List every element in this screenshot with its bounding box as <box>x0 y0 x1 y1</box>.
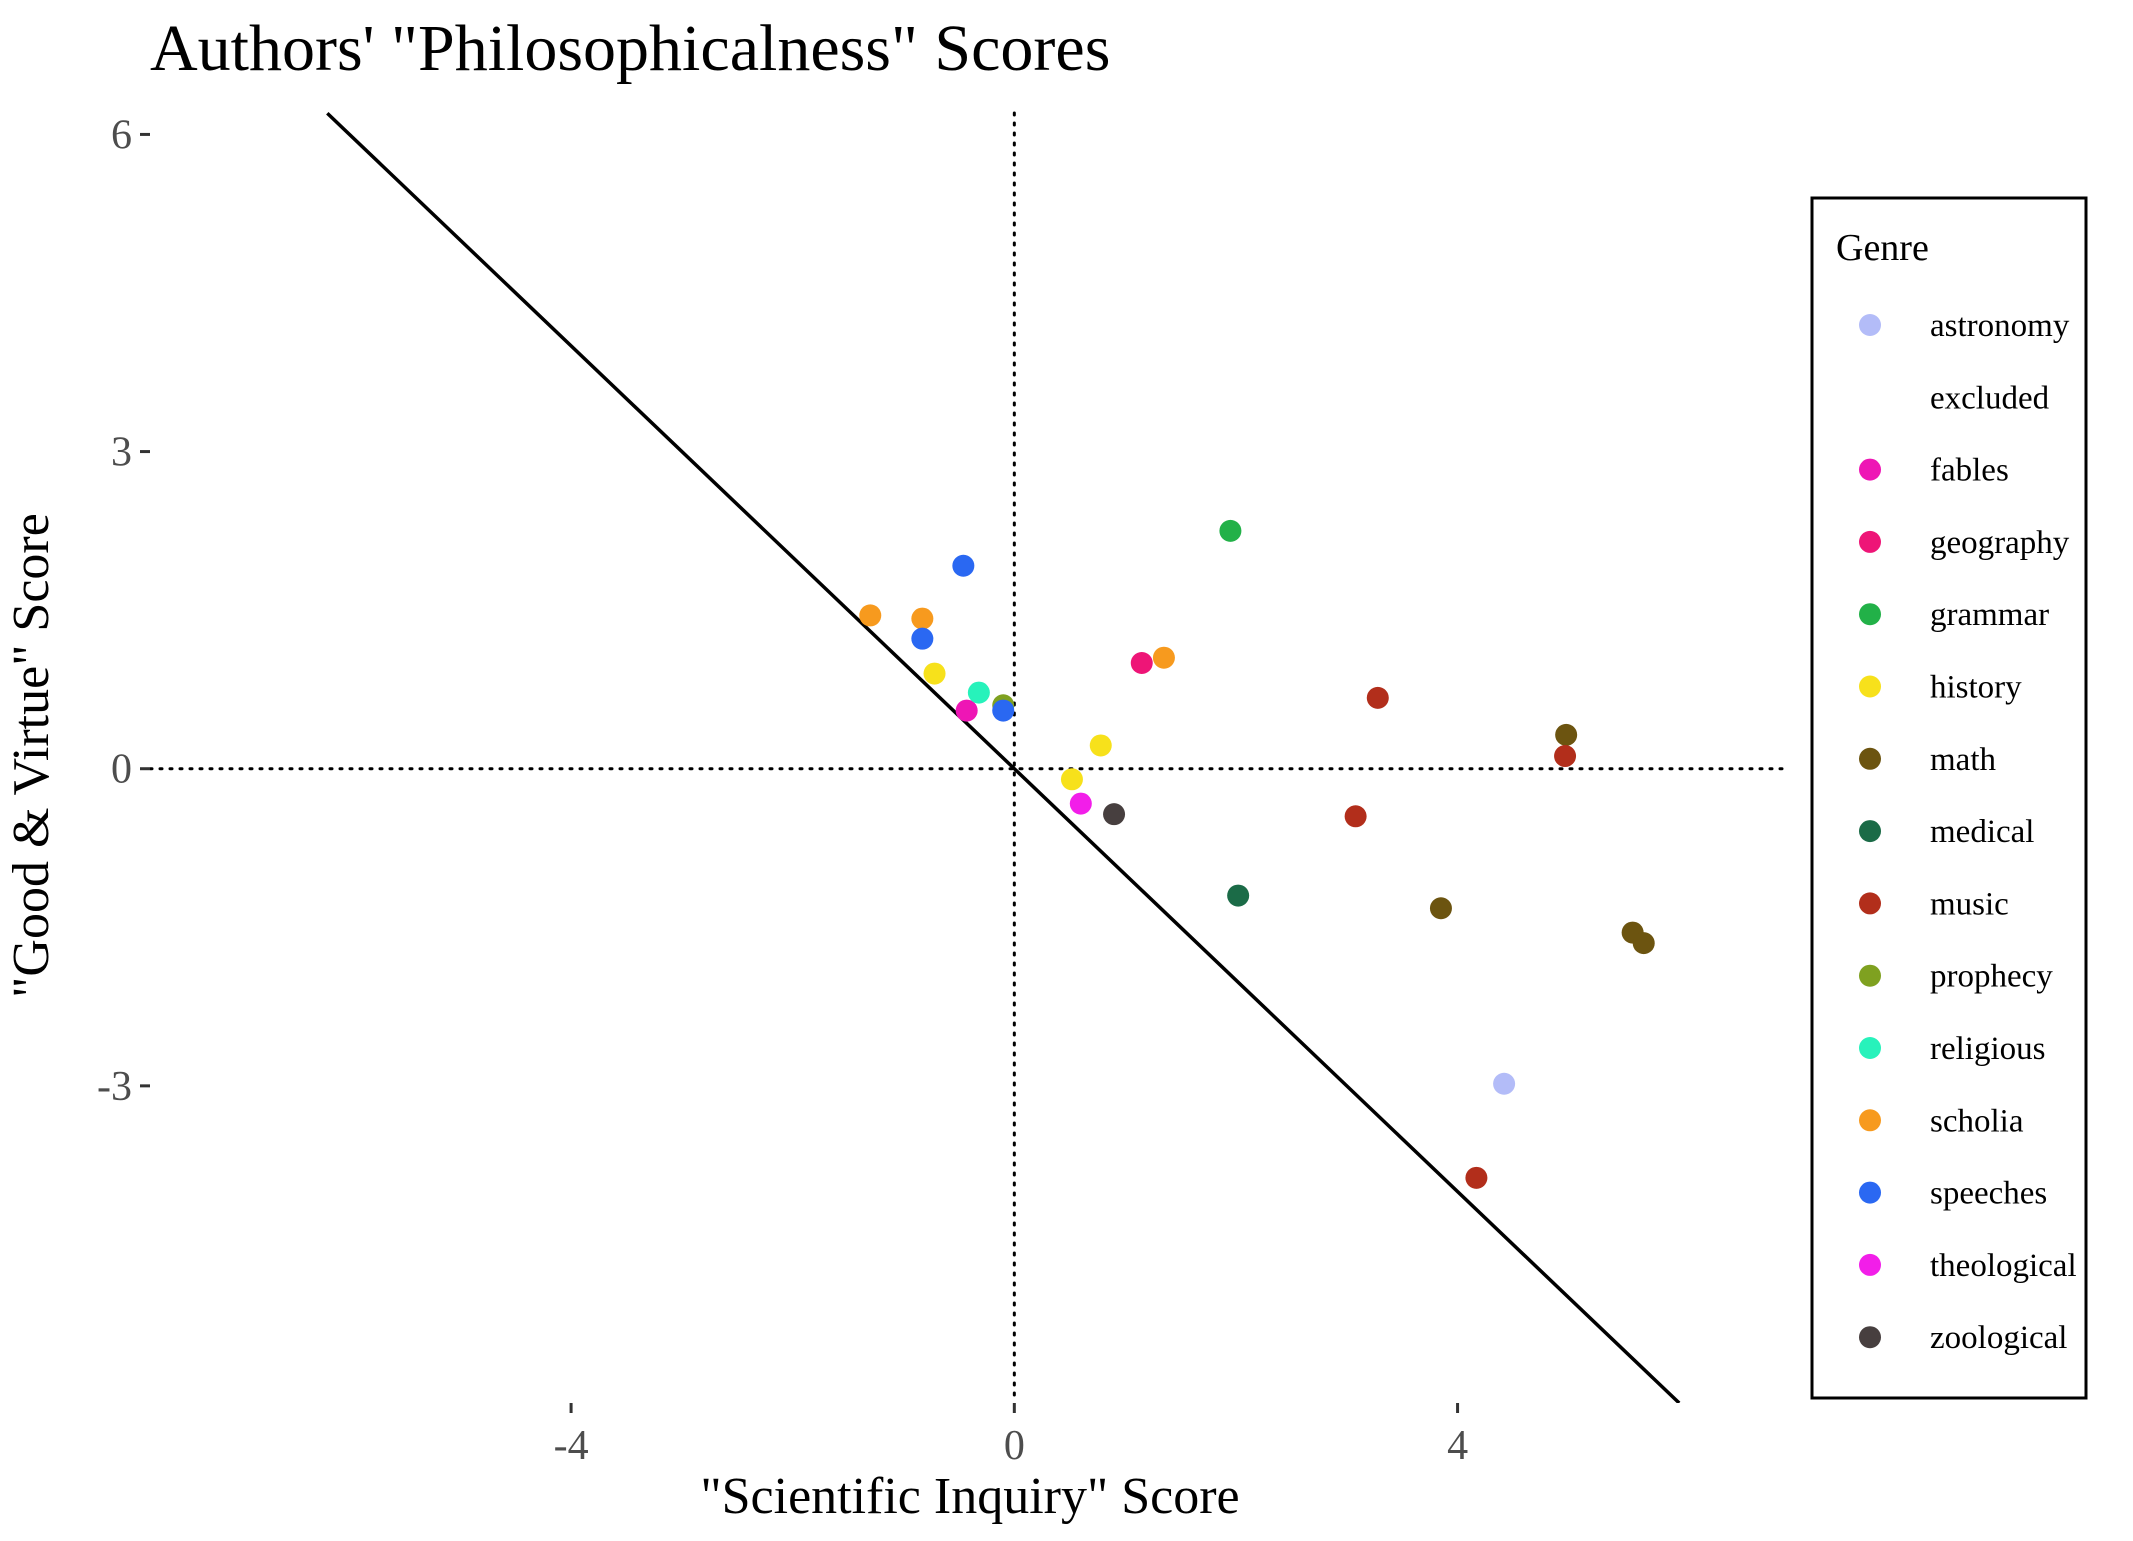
legend-key-excluded <box>1859 386 1881 409</box>
y-axis-title: "Good & Virtue" Score <box>3 513 60 998</box>
point-religious <box>967 681 990 704</box>
legend-key-grammar <box>1859 603 1881 626</box>
point-history <box>1060 768 1083 791</box>
axes: -3 0 3 6 -4 0 4 <box>97 112 1468 1469</box>
legend-label-excluded: excluded <box>1930 380 2050 416</box>
legend-key-music <box>1859 892 1881 915</box>
legend-key-medical <box>1859 820 1881 843</box>
point-medical <box>1227 884 1250 907</box>
legend-label-zoological: zoological <box>1930 1320 2067 1356</box>
legend-key-prophecy <box>1859 964 1881 987</box>
legend-label-grammar: grammar <box>1930 597 2049 633</box>
x-tick-label: 0 <box>1004 1423 1025 1469</box>
point-scholia <box>1152 646 1175 669</box>
legend: Genre astronomy excluded fables geography gr… <box>1810 196 2088 1400</box>
point-scholia <box>859 604 882 627</box>
x-tick-label: 4 <box>1447 1423 1468 1469</box>
legend-label-history: history <box>1930 670 2022 706</box>
legend-label-medical: medical <box>1930 814 2034 850</box>
legend-label-scholia: scholia <box>1930 1103 2024 1139</box>
point-speeches <box>952 554 975 577</box>
legend-key-astronomy <box>1859 314 1881 336</box>
legend-key-history <box>1859 675 1881 698</box>
chart-title: Authors' "Philosophicalness" Scores <box>150 12 1110 85</box>
point-zoological <box>1103 803 1126 826</box>
point-history <box>1089 734 1112 757</box>
legend-key-scholia <box>1859 1109 1881 1132</box>
legend-key-geography <box>1859 530 1881 553</box>
legend-key-zoological <box>1859 1326 1881 1349</box>
legend-label-fables: fables <box>1930 453 2009 489</box>
legend-key-speeches <box>1859 1181 1881 1204</box>
legend-label-math: math <box>1930 742 1996 778</box>
point-scholia <box>911 607 934 630</box>
legend-key-religious <box>1859 1037 1881 1059</box>
point-speeches <box>911 627 934 650</box>
legend-label-music: music <box>1930 886 2009 922</box>
data-points <box>859 519 1655 1189</box>
y-tick-label: 3 <box>111 430 132 476</box>
point-theological <box>1069 792 1092 815</box>
point-geography <box>1130 652 1153 674</box>
y-tick-label: 6 <box>111 112 132 158</box>
point-math <box>1632 932 1655 955</box>
legend-key-math <box>1859 747 1881 770</box>
point-math <box>1555 723 1578 746</box>
point-music <box>1344 805 1367 828</box>
x-axis-title: "Scientific Inquiry" Score <box>700 1468 1239 1525</box>
point-music <box>1465 1166 1488 1189</box>
y-tick-label: 0 <box>111 747 132 793</box>
point-history <box>923 662 946 685</box>
point-math <box>1429 897 1452 920</box>
diagonal-line <box>326 112 1681 1403</box>
legend-key-theological <box>1859 1253 1881 1276</box>
reference-lines <box>150 108 1790 1403</box>
legend-title: Genre <box>1836 227 1929 269</box>
point-music <box>1366 686 1389 709</box>
legend-label-theological: theological <box>1930 1248 2077 1284</box>
point-grammar <box>1219 519 1242 542</box>
legend-label-speeches: speeches <box>1930 1176 2047 1212</box>
y-tick-label: -3 <box>97 1064 132 1110</box>
legend-label-astronomy: astronomy <box>1930 308 2070 344</box>
point-speeches <box>992 699 1015 722</box>
legend-label-religious: religious <box>1930 1031 2045 1067</box>
x-tick-label: -4 <box>554 1423 589 1469</box>
point-astronomy <box>1493 1072 1516 1095</box>
point-music <box>1554 745 1577 768</box>
legend-key-fables <box>1859 458 1881 481</box>
legend-label-geography: geography <box>1930 525 2070 561</box>
legend-box <box>1810 196 2088 1400</box>
point-fables <box>955 699 978 722</box>
legend-label-prophecy: prophecy <box>1930 959 2053 995</box>
